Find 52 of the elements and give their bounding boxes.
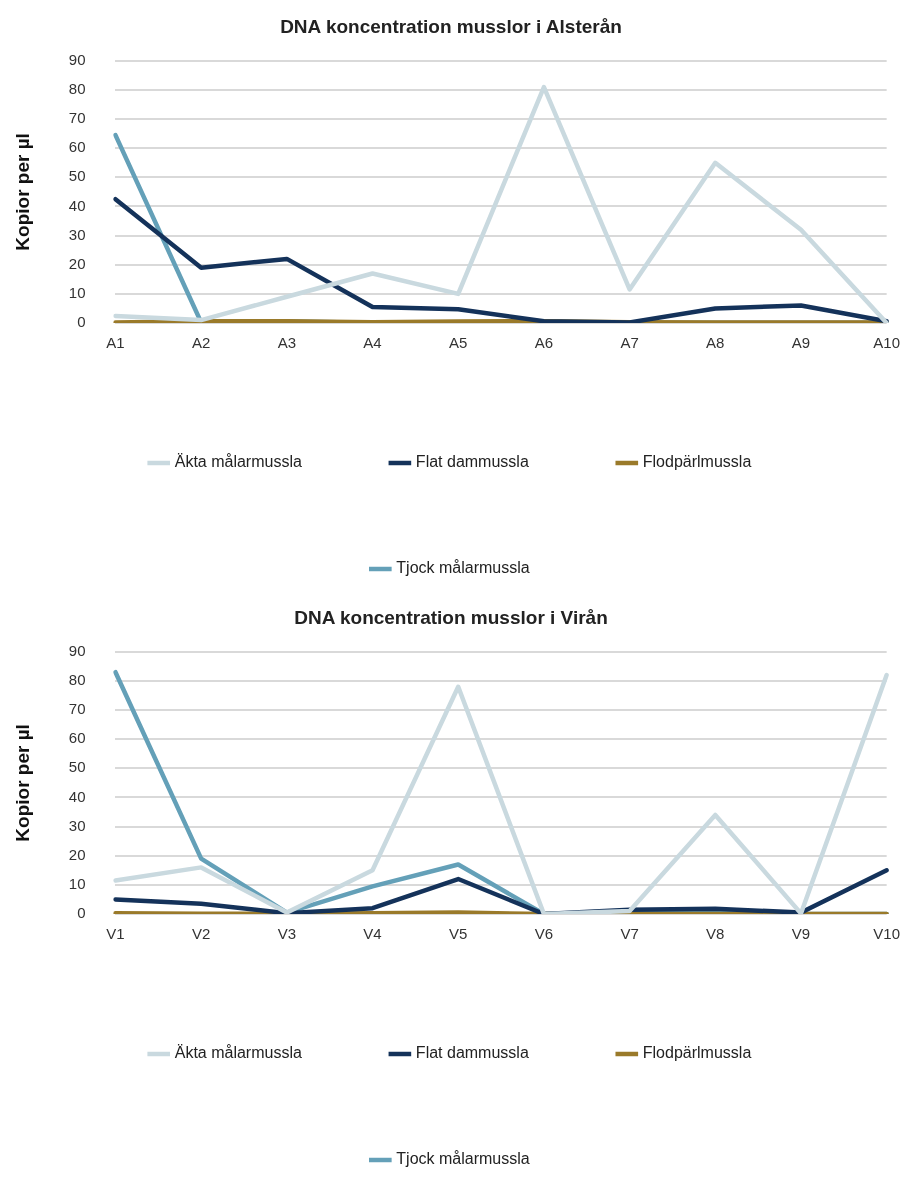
y-tick-label: 20 [68, 845, 86, 863]
y-tick-label: 30 [68, 225, 86, 243]
x-tick-label: A10 [873, 334, 901, 352]
y-tick-label: 10 [68, 875, 86, 893]
y-tick-label: 70 [68, 700, 86, 718]
y-tick-label: 90 [68, 50, 86, 68]
legend-label: Tjock målarmussla [396, 1150, 530, 1168]
y-axis-title: Kopior per µl [11, 724, 33, 842]
x-tick-label: V10 [873, 925, 901, 943]
legend-label: Äkta målarmussla [174, 453, 302, 471]
x-tick-label: A4 [363, 334, 382, 352]
legend-label: Tjock målarmussla [396, 559, 530, 577]
legend-label: Flat dammussla [415, 1044, 529, 1062]
legend-label: Äkta målarmussla [174, 1044, 302, 1062]
x-tick-label: V8 [706, 925, 725, 943]
y-axis-title: Kopior per µl [11, 133, 33, 251]
x-tick-label: A1 [106, 334, 125, 352]
y-tick-label: 50 [68, 758, 86, 776]
y-tick-label: 40 [68, 787, 86, 805]
x-tick-label: A9 [791, 334, 811, 352]
x-tick-label: V5 [449, 925, 468, 943]
y-tick-label: 10 [68, 284, 86, 302]
x-tick-label: A8 [706, 334, 725, 352]
y-tick-label: 90 [68, 641, 86, 659]
y-tick-label: 70 [68, 109, 86, 127]
legend-label: Flat dammussla [415, 453, 529, 471]
y-tick-label: 40 [68, 196, 86, 214]
y-tick-label: 50 [68, 167, 86, 185]
x-tick-label: A5 [449, 334, 468, 352]
y-tick-label: 0 [77, 904, 86, 922]
y-tick-label: 60 [68, 138, 86, 156]
x-tick-label: A7 [620, 334, 639, 352]
chart-title: DNA koncentration musslor i Alsterån [280, 15, 622, 37]
y-tick-label: 20 [68, 254, 86, 272]
y-tick-label: 80 [68, 80, 86, 98]
x-tick-label: V4 [363, 925, 382, 943]
legend-label: Flodpärlmussla [642, 453, 752, 471]
chart-title: DNA koncentration musslor i Virån [294, 606, 608, 628]
x-tick-label: A2 [191, 334, 211, 352]
x-tick-label: A3 [277, 334, 297, 352]
x-tick-label: V2 [191, 925, 211, 943]
y-tick-label: 0 [77, 313, 86, 331]
y-tick-label: 60 [68, 729, 86, 747]
x-tick-label: V1 [106, 925, 125, 943]
x-tick-label: V6 [534, 925, 554, 943]
x-tick-label: V9 [791, 925, 811, 943]
y-tick-label: 30 [68, 816, 86, 834]
x-tick-label: V7 [620, 925, 639, 943]
x-tick-label: V3 [277, 925, 297, 943]
legend-label: Flodpärlmussla [642, 1044, 752, 1062]
y-tick-label: 80 [68, 671, 86, 689]
x-tick-label: A6 [534, 334, 554, 352]
